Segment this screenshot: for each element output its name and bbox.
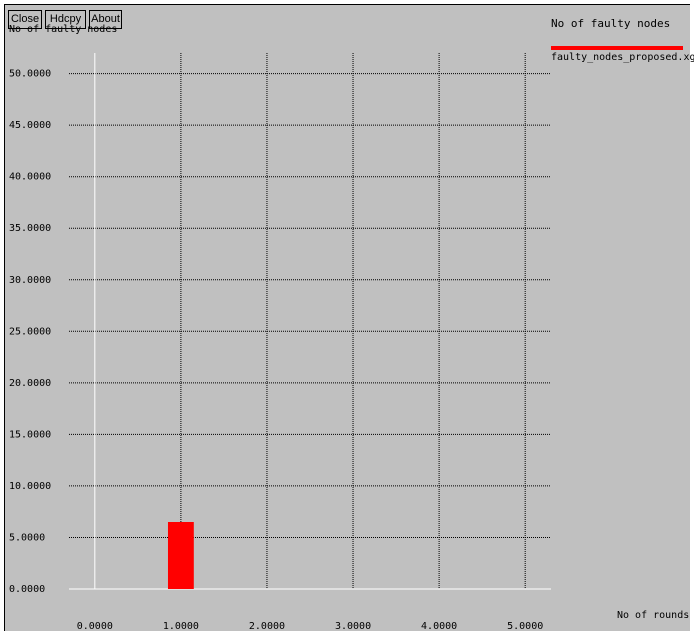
bar [167, 522, 194, 589]
y-tick-label: 20.0000 [9, 378, 51, 389]
x-tick-label: 3.0000 [335, 621, 371, 632]
xgraph-window: Close Hdcpy About No of faulty nodes 0.0… [4, 4, 694, 632]
plot-area: 0.0000 5.0000 10.0000 15.0000 20.0000 25.0000… [9, 53, 551, 632]
y-tick-label: 5.0000 [9, 532, 45, 543]
x-tick-label: 5.0000 [507, 621, 543, 632]
legend-series-label: faulty_nodes_proposed.xg [551, 52, 694, 63]
y-tick-label: 45.0000 [9, 120, 51, 131]
y-tick-label: 25.0000 [9, 326, 51, 337]
y-tick-label: 35.0000 [9, 223, 51, 234]
hardcopy-button[interactable]: Hdcpy [45, 10, 86, 29]
x-tick-label: 1.0000 [163, 621, 199, 632]
x-axis-title: No of rounds [617, 610, 690, 621]
y-tick-label: 40.0000 [9, 172, 51, 183]
y-tick-label: 0.0000 [9, 584, 45, 595]
y-tick-label: 10.0000 [9, 481, 51, 492]
y-axis-title: No of faulty nodes [9, 24, 118, 35]
close-button[interactable]: Close [8, 10, 42, 29]
about-button[interactable]: About [89, 10, 122, 29]
y-tick-label: 15.0000 [9, 429, 51, 440]
legend-title: No of faulty nodes [551, 17, 671, 30]
y-tick-label: 30.0000 [9, 275, 51, 286]
x-tick-label: 0.0000 [77, 621, 113, 632]
legend-line-swatch [551, 46, 683, 50]
y-tick-label: 50.0000 [9, 69, 51, 80]
x-tick-label: 4.0000 [421, 621, 457, 632]
x-tick-label: 2.0000 [249, 621, 285, 632]
